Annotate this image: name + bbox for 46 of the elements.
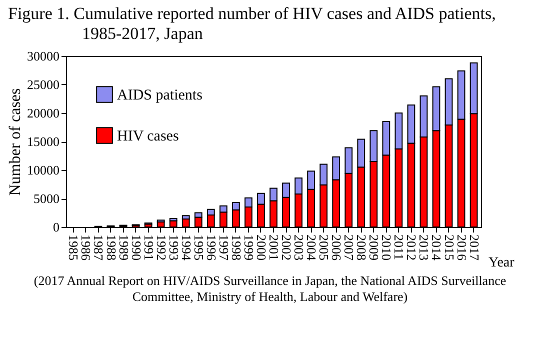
x-tick-label: 1994 — [178, 234, 194, 261]
x-tick-label: 1992 — [154, 234, 169, 260]
x-tick-label: 2001 — [266, 234, 282, 260]
x-tick-label: 2006 — [329, 234, 344, 261]
x-axis-title: Year — [488, 256, 515, 270]
y-axis-title: Number of cases — [7, 88, 24, 196]
x-tick-label: 1996 — [204, 234, 219, 261]
x-tick-label: 1988 — [104, 234, 119, 260]
y-tick-label: 30000 — [27, 48, 60, 64]
x-tick-label: 1987 — [91, 234, 106, 261]
y-tick-label: 0 — [53, 220, 60, 234]
x-tick-label: 1998 — [228, 234, 244, 260]
x-tick-label: 1999 — [241, 234, 256, 260]
legend-label: AIDS patients — [117, 88, 203, 104]
x-tick-label: 2007 — [342, 234, 357, 261]
y-tick-label: 15000 — [27, 134, 60, 149]
x-tick-label: 2002 — [279, 234, 294, 260]
x-tick-label: 1997 — [216, 234, 232, 261]
x-tick-label: 1995 — [191, 234, 206, 260]
x-tick-label: 2010 — [379, 234, 394, 260]
x-tick-label: 2016 — [454, 234, 470, 261]
y-tick-label: 10000 — [27, 162, 60, 178]
chart-title: Figure 1. Cumulative reported number of HIV cases and AIDS patients, 1985-2017, Japan — [7, 3, 497, 44]
x-tick-label: 1990 — [128, 234, 144, 260]
legend-label: HIV cases — [117, 128, 179, 144]
x-tick-label: 2012 — [404, 234, 420, 260]
x-tick-label: 2003 — [292, 234, 307, 260]
x-tick-label: 2011 — [392, 234, 407, 260]
x-tick-label: 2017 — [466, 234, 482, 261]
x-tick-label: 2014 — [429, 234, 444, 261]
y-tick-label: 25000 — [27, 77, 60, 92]
y-tick-label: 5000 — [34, 191, 60, 206]
x-tick-label: 2009 — [366, 234, 382, 260]
x-tick-label: 1993 — [166, 234, 182, 260]
x-tick-label: 2013 — [416, 234, 432, 260]
x-tick-label: 2000 — [254, 234, 269, 260]
text: (2017 Annual Report on HIV/AIDS Surveillance in Japan, the National AIDS Surveillance Committee, Ministry of Health, Labour and Welfare) — [32, 273, 508, 305]
y-tick-label: 20000 — [27, 106, 60, 120]
x-tick-label: 2015 — [442, 234, 457, 260]
x-tick-label: 1991 — [141, 234, 156, 260]
x-tick-label: 1989 — [116, 234, 132, 260]
x-tick-label: 1985 — [66, 234, 82, 260]
x-tick-label: 2004 — [304, 234, 320, 261]
x-tick-label: 2005 — [316, 234, 332, 260]
x-tick-label: 2008 — [354, 234, 370, 260]
x-tick-label: 1986 — [78, 234, 94, 261]
